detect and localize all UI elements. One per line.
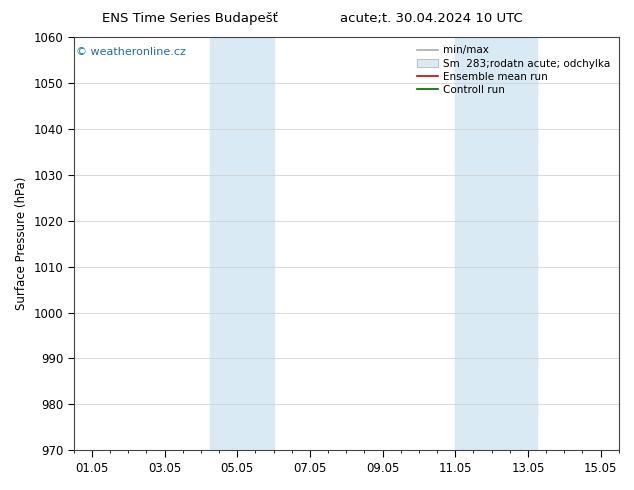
Text: ENS Time Series Budapešť: ENS Time Series Budapešť bbox=[102, 12, 278, 25]
Bar bbox=[210, 37, 273, 450]
Y-axis label: Surface Pressure (hPa): Surface Pressure (hPa) bbox=[15, 177, 28, 310]
Text: acute;t. 30.04.2024 10 UTC: acute;t. 30.04.2024 10 UTC bbox=[340, 12, 522, 25]
Legend: min/max, Sm  283;rodatn acute; odchylka, Ensemble mean run, Controll run: min/max, Sm 283;rodatn acute; odchylka, … bbox=[414, 42, 614, 98]
Text: © weatheronline.cz: © weatheronline.cz bbox=[77, 48, 186, 57]
Bar bbox=[455, 37, 537, 450]
